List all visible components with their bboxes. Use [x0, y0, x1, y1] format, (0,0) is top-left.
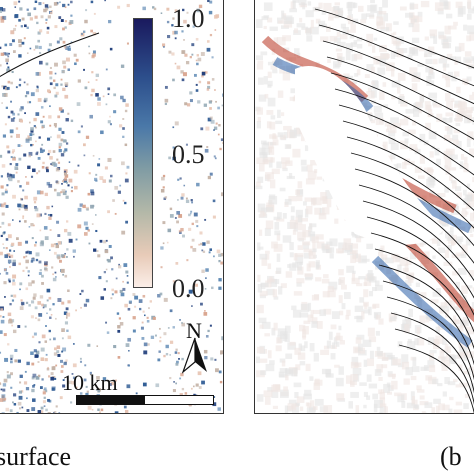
- fault-trace-line: [0, 32, 100, 77]
- colorbar-tick-max: 1.0: [172, 4, 205, 33]
- north-arrow-label: N: [186, 318, 202, 343]
- velocity-band: [401, 235, 474, 323]
- right-map-canvas: [255, 0, 474, 413]
- scale-bar-label: 10 km: [62, 370, 118, 395]
- left-map-panel: [0, 0, 224, 414]
- streamlines: [314, 8, 474, 413]
- right-map-panel: [254, 0, 474, 414]
- right-panel-caption: (b: [440, 442, 462, 471]
- left-map-canvas: [0, 0, 223, 413]
- velocity-band: [371, 255, 473, 348]
- colorbar-tick-mid: 0.5: [172, 140, 205, 169]
- north-arrow-icon: [182, 337, 207, 374]
- scale-bar: [76, 395, 214, 405]
- ice-void-region: [295, 65, 445, 245]
- colorbar: [133, 18, 153, 288]
- left-panel-caption: surface: [0, 442, 72, 471]
- colorbar-tick-min: 0.0: [172, 274, 205, 303]
- speckle-texture: [0, 0, 223, 413]
